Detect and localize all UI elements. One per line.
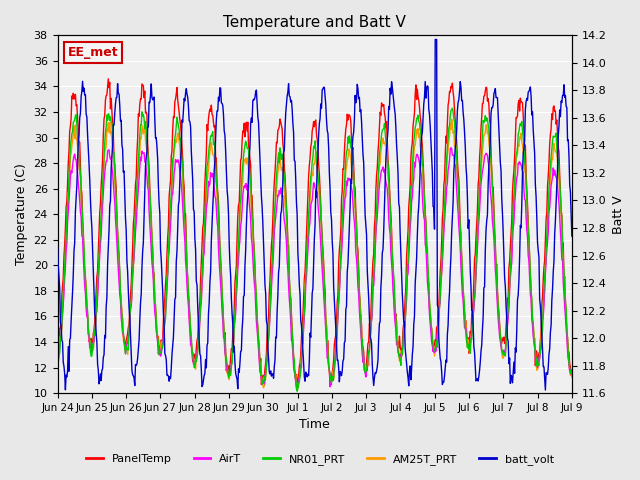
X-axis label: Time: Time: [300, 419, 330, 432]
Text: EE_met: EE_met: [68, 46, 118, 59]
Y-axis label: Batt V: Batt V: [612, 195, 625, 234]
Legend: PanelTemp, AirT, NR01_PRT, AM25T_PRT, batt_volt: PanelTemp, AirT, NR01_PRT, AM25T_PRT, ba…: [81, 450, 559, 469]
Title: Temperature and Batt V: Temperature and Batt V: [223, 15, 406, 30]
Y-axis label: Temperature (C): Temperature (C): [15, 163, 28, 265]
